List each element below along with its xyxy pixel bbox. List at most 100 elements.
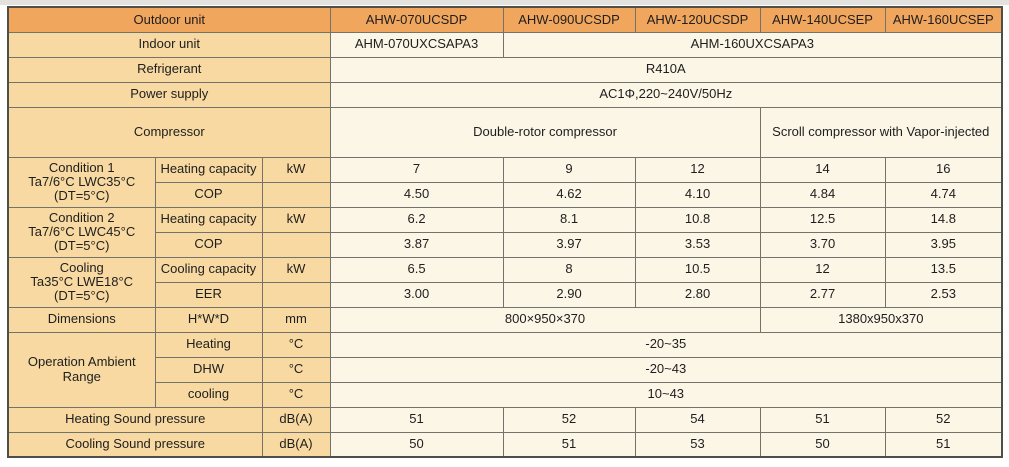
- spec-value-cell: 50: [329, 431, 504, 458]
- condition2-heating-capacity-unit: kW: [261, 206, 331, 233]
- operation-ambient-range-label: Operation Ambient Range: [7, 331, 156, 408]
- compressor-label: Compressor: [7, 106, 331, 158]
- dimensions-hwd-label: H*W*D: [154, 306, 263, 333]
- cooling-sound-pressure-unit: dB(A): [261, 431, 331, 458]
- spec-value-cell: 4.50: [329, 181, 504, 208]
- outdoor-unit-label: Outdoor unit: [7, 6, 331, 33]
- spec-value-cell: 6.2: [329, 206, 504, 233]
- spec-value-cell: 3.70: [759, 231, 886, 258]
- spec-value-cell: 9: [502, 156, 636, 183]
- eer-label: EER: [154, 281, 263, 308]
- dimensions-140-160: 1380x950x370: [759, 306, 1003, 333]
- spec-value-cell: 6.5: [329, 256, 504, 283]
- spec-value-cell: 51: [502, 431, 636, 458]
- ambient-cooling-label: cooling: [154, 381, 263, 408]
- ambient-dhw-value: -20~43: [329, 356, 1003, 383]
- row-condition2-heating-capacity: Condition 2 Ta7/6°C LWC45°C (DT=5°C) Hea…: [7, 206, 1003, 258]
- row-cooling-capacity: Cooling Ta35°C LWE18°C (DT=5°C) Cooling …: [7, 256, 1003, 308]
- spec-value-cell: 7: [329, 156, 504, 183]
- spec-value-cell: 16: [884, 156, 1003, 183]
- heating-sound-pressure-unit: dB(A): [261, 406, 331, 433]
- unit-cell-empty: [261, 181, 331, 208]
- row-power-supply: Power supply AC1Φ,220~240V/50Hz: [7, 81, 1003, 108]
- row-ambient-cooling: cooling °C 10~43: [8, 381, 1003, 408]
- ambient-heating-value: -20~35: [329, 331, 1003, 358]
- spec-value-cell: 3.53: [634, 231, 761, 258]
- spec-value-cell: 8.1: [502, 206, 636, 233]
- row-ambient-heating: Operation Ambient Range Heating °C -20~3…: [7, 331, 1003, 408]
- ambient-heating-label: Heating: [154, 331, 263, 358]
- cooling-capacity-unit: kW: [261, 256, 331, 283]
- row-heating-sound-pressure: Heating Sound pressure dB(A) 51 52 54 51…: [7, 406, 1003, 433]
- spec-value-cell: 12.5: [759, 206, 886, 233]
- cooling-capacity-label: Cooling capacity: [154, 256, 263, 283]
- row-condition2-cop: COP 3.87 3.97 3.53 3.70 3.95: [8, 231, 1003, 258]
- condition1-heating-capacity-label: Heating capacity: [154, 156, 263, 183]
- condition2-label: Condition 2 Ta7/6°C LWC45°C (DT=5°C): [7, 206, 156, 258]
- spec-value-cell: 4.10: [634, 181, 761, 208]
- ambient-dhw-label: DHW: [154, 356, 263, 383]
- row-refrigerant: Refrigerant R410A: [7, 56, 1003, 83]
- spec-value-cell: 52: [502, 406, 636, 433]
- row-indoor-unit: Indoor unit AHM-070UXCSAPA3 AHM-160UXCSA…: [7, 31, 1003, 58]
- heat-pump-spec-table: Outdoor unit AHW-070UCSDP AHW-090UCSDP A…: [7, 6, 1004, 458]
- spec-value-cell: 4.62: [502, 181, 636, 208]
- model-ahw-070: AHW-070UCSDP: [329, 6, 504, 33]
- dimensions-unit: mm: [261, 306, 331, 333]
- model-ahw-120: AHW-120UCSDP: [634, 6, 761, 33]
- spec-value-cell: 12: [759, 256, 886, 283]
- indoor-unit-070: AHM-070UXCSAPA3: [329, 31, 504, 58]
- compressor-type-140-160: Scroll compressor with Vapor-injected: [759, 106, 1003, 158]
- spec-value-cell: 50: [759, 431, 886, 458]
- spec-value-cell: 51: [759, 406, 886, 433]
- cooling-sound-pressure-label: Cooling Sound pressure: [7, 431, 263, 458]
- indoor-unit-090-160: AHM-160UXCSAPA3: [502, 31, 1003, 58]
- spec-value-cell: 3.95: [884, 231, 1003, 258]
- row-dimensions: Dimensions H*W*D mm 800×950×370 1380x950…: [7, 306, 1003, 333]
- cooling-condition-label: Cooling Ta35°C LWE18°C (DT=5°C): [7, 256, 156, 308]
- condition2-cop-label: COP: [154, 231, 263, 258]
- ambient-heating-unit: °C: [261, 331, 331, 358]
- ambient-dhw-unit: °C: [261, 356, 331, 383]
- spec-value-cell: 2.90: [502, 281, 636, 308]
- model-ahw-140: AHW-140UCSEP: [759, 6, 886, 33]
- spec-value-cell: 13.5: [884, 256, 1003, 283]
- spec-value-cell: 2.80: [634, 281, 761, 308]
- condition1-cop-label: COP: [154, 181, 263, 208]
- row-cooling-sound-pressure: Cooling Sound pressure dB(A) 50 51 53 50…: [7, 431, 1003, 458]
- spec-value-cell: 12: [634, 156, 761, 183]
- spec-value-cell: 3.00: [329, 281, 504, 308]
- spec-value-cell: 3.87: [329, 231, 504, 258]
- row-eer: EER 3.00 2.90 2.80 2.77 2.53: [8, 281, 1003, 308]
- row-compressor: Compressor Double-rotor compressor Scrol…: [7, 106, 1003, 158]
- ambient-cooling-value: 10~43: [329, 381, 1003, 408]
- power-supply-value: AC1Φ,220~240V/50Hz: [329, 81, 1003, 108]
- spec-value-cell: 8: [502, 256, 636, 283]
- spec-value-cell: 10.8: [634, 206, 761, 233]
- spec-value-cell: 10.5: [634, 256, 761, 283]
- spec-value-cell: 2.53: [884, 281, 1003, 308]
- compressor-type-070-120: Double-rotor compressor: [329, 106, 761, 158]
- condition1-heating-capacity-unit: kW: [261, 156, 331, 183]
- heating-sound-pressure-label: Heating Sound pressure: [7, 406, 263, 433]
- power-supply-label: Power supply: [7, 81, 331, 108]
- ambient-cooling-unit: °C: [261, 381, 331, 408]
- spec-value-cell: 51: [884, 431, 1003, 458]
- spec-value-cell: 4.84: [759, 181, 886, 208]
- spec-value-cell: 3.97: [502, 231, 636, 258]
- condition2-heating-capacity-label: Heating capacity: [154, 206, 263, 233]
- model-ahw-090: AHW-090UCSDP: [502, 6, 636, 33]
- refrigerant-label: Refrigerant: [7, 56, 331, 83]
- spec-value-cell: 54: [634, 406, 761, 433]
- spec-value-cell: 51: [329, 406, 504, 433]
- spec-value-cell: 2.77: [759, 281, 886, 308]
- spec-value-cell: 4.74: [884, 181, 1003, 208]
- row-condition1-heating-capacity: Condition 1 Ta7/6°C LWC35°C (DT=5°C) Hea…: [7, 156, 1003, 208]
- unit-cell-empty: [261, 281, 331, 308]
- condition1-label: Condition 1 Ta7/6°C LWC35°C (DT=5°C): [7, 156, 156, 208]
- spec-value-cell: 52: [884, 406, 1003, 433]
- spec-value-cell: 14.8: [884, 206, 1003, 233]
- model-ahw-160: AHW-160UCSEP: [884, 6, 1003, 33]
- row-condition1-cop: COP 4.50 4.62 4.10 4.84 4.74: [8, 181, 1003, 208]
